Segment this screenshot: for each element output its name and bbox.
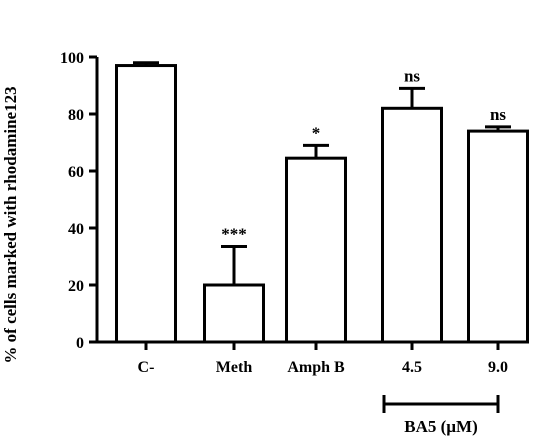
labels: C- Meth *** Amph B * 4.5 ns 9.0 ns BA5 (µM): [138, 66, 508, 436]
bar: [203, 283, 265, 344]
y-tick-label: 20: [68, 278, 84, 295]
y-tick-label: 40: [68, 221, 84, 238]
x-tick-label: Meth: [216, 359, 253, 376]
significance-label: *: [312, 123, 321, 142]
y-tick-label: 0: [76, 335, 84, 352]
significance-label: ns: [490, 105, 506, 124]
bar: [381, 106, 443, 344]
x-tick-label: C-: [138, 359, 155, 376]
y-tick-label: 100: [60, 50, 84, 67]
x-tick-label: 4.5: [402, 359, 422, 376]
significance-label: ***: [221, 225, 247, 244]
y-tick-label: 60: [68, 164, 84, 181]
x-tick-label: 9.0: [488, 359, 508, 376]
x-tick-label: Amph B: [287, 359, 345, 376]
significance-label: ns: [404, 66, 420, 85]
bracket-label: BA5 (µM): [404, 417, 478, 436]
bar: [285, 156, 347, 344]
y-axis-label: % of cells marked with rhodamine123: [1, 86, 20, 363]
y-tick-label: 80: [68, 107, 84, 124]
bar: [115, 64, 177, 344]
bars: [115, 61, 529, 344]
bar: [467, 129, 529, 344]
